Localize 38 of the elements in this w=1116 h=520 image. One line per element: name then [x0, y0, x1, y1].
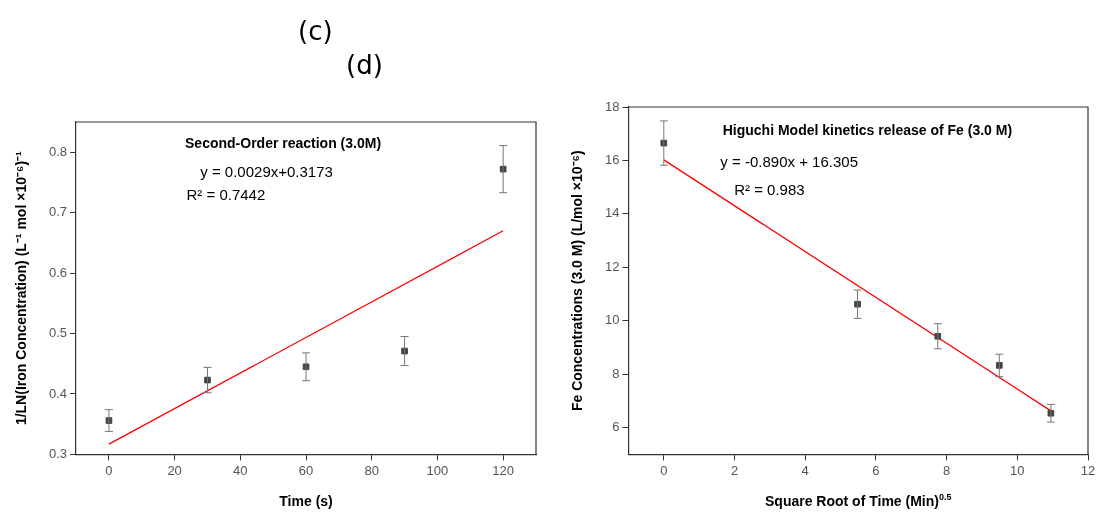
x-tick-label: 0 [105, 462, 113, 478]
annotation: y = -0.890x + 16.305 [720, 153, 858, 170]
annotation: R² = 0.7442 [186, 186, 266, 203]
y-tick-label: 12 [604, 258, 620, 274]
y-tick-label: 18 [604, 98, 620, 114]
x-tick-label: 6 [872, 462, 880, 478]
y-tick-label: 10 [604, 312, 620, 328]
annotation: y = 0.0029x+0.3173 [200, 163, 333, 180]
y-tick-label: 0.7 [48, 204, 68, 220]
x-tick-label: 120 [492, 462, 514, 478]
x-tick-label: 100 [426, 462, 449, 478]
y-tick-label: 0.5 [48, 325, 68, 341]
x-tick-label: 2 [730, 462, 739, 478]
x-tick-label: 10 [1010, 462, 1025, 478]
text: Higuchi Model kinetics release of Fe (3.0 M) [722, 122, 1013, 138]
text: (c) [298, 16, 333, 46]
x-tick-label: 40 [233, 462, 248, 478]
x-tick-label: 60 [298, 462, 314, 478]
x-tick-label: 80 [364, 462, 379, 478]
x-tick-label: 0 [660, 462, 668, 478]
annotation: R² = 0.983 [734, 181, 805, 198]
x-tick-label: 12 [1080, 462, 1096, 478]
y-tick-label: 0.3 [48, 445, 68, 461]
y-tick-label: 6 [612, 419, 620, 435]
x-tick-label: 8 [942, 462, 951, 478]
y-tick-label: 16 [604, 152, 620, 168]
y-tick-label: 14 [604, 205, 620, 221]
text: Second-Order reaction (3.0M) [185, 135, 382, 151]
x-axis-title: Time (s) [279, 493, 333, 509]
text: (d) [346, 50, 383, 80]
y-tick-label: 0.4 [48, 385, 68, 401]
x-tick-label: 20 [167, 462, 182, 478]
y-axis-title: 1/LN(Iron Concentration) (L⁻¹ mol ×10⁻⁶)⁻¹ [13, 150, 29, 426]
y-tick-label: 8 [612, 365, 620, 381]
y-tick-label: 0.6 [48, 264, 68, 280]
y-axis-title: Fe Concentrations (3.0 M) (L/mol ×10⁻⁶) [569, 150, 585, 412]
y-tick-label: 0.8 [48, 143, 68, 159]
x-tick-label: 4 [801, 462, 809, 478]
